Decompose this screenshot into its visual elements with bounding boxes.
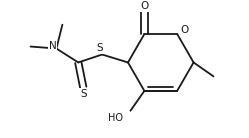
Text: HO: HO bbox=[108, 113, 123, 123]
Text: O: O bbox=[140, 1, 148, 11]
Text: N: N bbox=[49, 41, 56, 51]
Text: O: O bbox=[180, 25, 188, 35]
Text: S: S bbox=[80, 89, 87, 99]
Text: S: S bbox=[97, 43, 103, 53]
